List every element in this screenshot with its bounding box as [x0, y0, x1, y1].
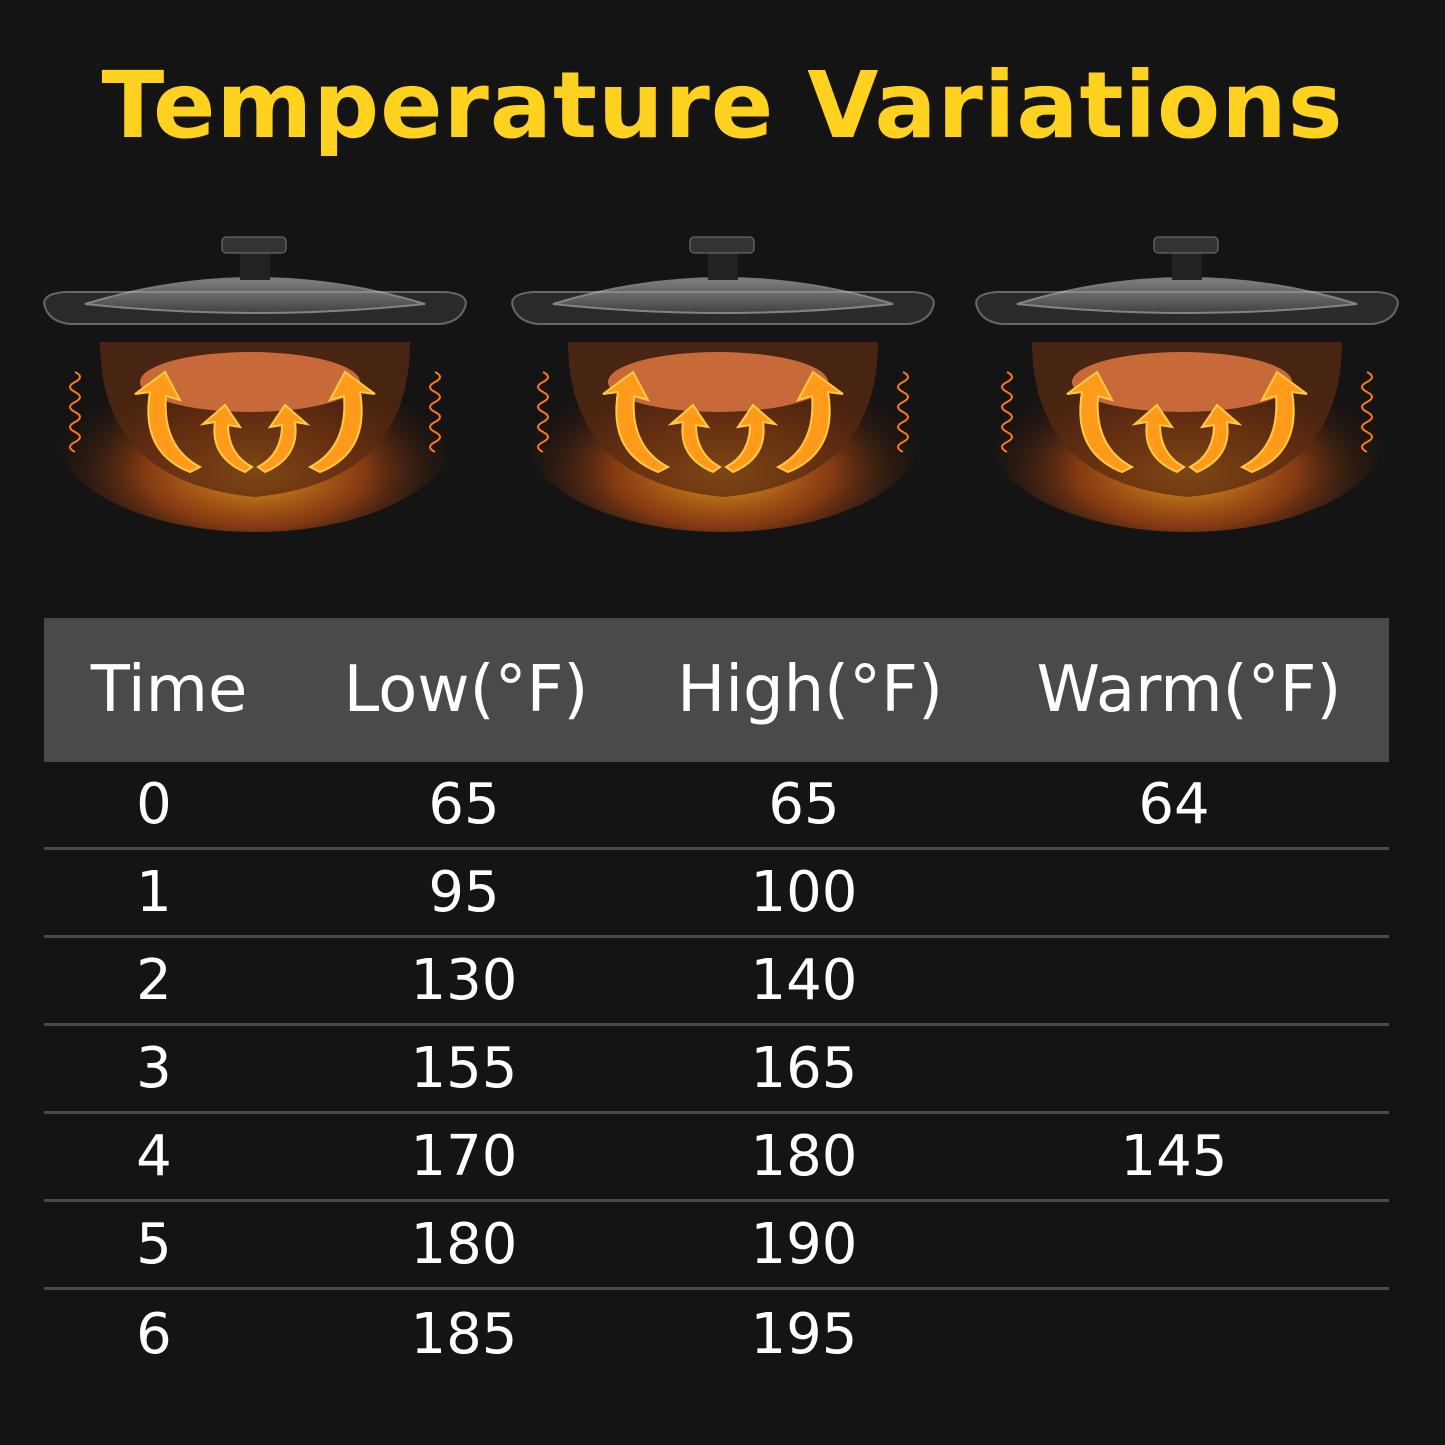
cell-low: 170 [410, 1124, 518, 1189]
cell-time: 1 [136, 860, 172, 925]
table-row: 0 65 65 64 [44, 762, 1389, 850]
cell-low: 180 [410, 1212, 518, 1277]
slow-cooker-icon [511, 236, 935, 532]
table-header: Time Low(°F) High(°F) Warm(°F) [44, 618, 1389, 762]
cell-high: 165 [750, 1036, 858, 1101]
header-time: Time [90, 653, 248, 727]
cell-high: 190 [750, 1212, 858, 1277]
cell-high: 195 [750, 1301, 858, 1367]
cell-warm [1034, 938, 1314, 1023]
cell-time: 3 [136, 1036, 172, 1101]
slow-cooker-illustration [40, 232, 470, 532]
temperature-table: Time Low(°F) High(°F) Warm(°F) 0 65 65 64 1 9… [44, 618, 1389, 1378]
cell-warm [1034, 1202, 1314, 1287]
table-row: 5 180 190 [44, 1202, 1389, 1290]
cell-high: 65 [768, 772, 840, 837]
slow-cooker-illustration [508, 232, 938, 532]
cell-warm [1034, 1026, 1314, 1111]
cell-high: 140 [750, 948, 858, 1013]
cell-time: 6 [136, 1301, 172, 1367]
cell-warm [1034, 850, 1314, 935]
table-row: 4 170 180 145 [44, 1114, 1389, 1202]
slow-cooker-illustration [972, 232, 1402, 532]
cell-time: 4 [136, 1124, 172, 1189]
cell-low: 185 [410, 1301, 518, 1367]
table-row: 3 155 165 [44, 1026, 1389, 1114]
cell-time: 5 [136, 1212, 172, 1277]
cell-warm [1034, 1290, 1314, 1378]
cell-time: 2 [136, 948, 172, 1013]
cell-time: 0 [136, 772, 172, 837]
cell-warm: 64 [1138, 772, 1210, 837]
cell-low: 155 [410, 1036, 518, 1101]
table-row: 6 185 195 [44, 1290, 1389, 1378]
header-warm: Warm(°F) [1036, 653, 1342, 727]
cell-high: 100 [750, 860, 858, 925]
cell-low: 95 [428, 860, 500, 925]
table-row: 1 95 100 [44, 850, 1389, 938]
cell-high: 180 [750, 1124, 858, 1189]
slow-cooker-icon [43, 236, 467, 532]
header-high: High(°F) [677, 653, 943, 727]
page-title: Temperature Variations [101, 52, 1344, 159]
cell-low: 65 [428, 772, 500, 837]
slow-cooker-icon [975, 236, 1399, 532]
table-row: 2 130 140 [44, 938, 1389, 1026]
cell-warm: 145 [1120, 1124, 1228, 1189]
header-low: Low(°F) [343, 653, 589, 727]
cell-low: 130 [410, 948, 518, 1013]
